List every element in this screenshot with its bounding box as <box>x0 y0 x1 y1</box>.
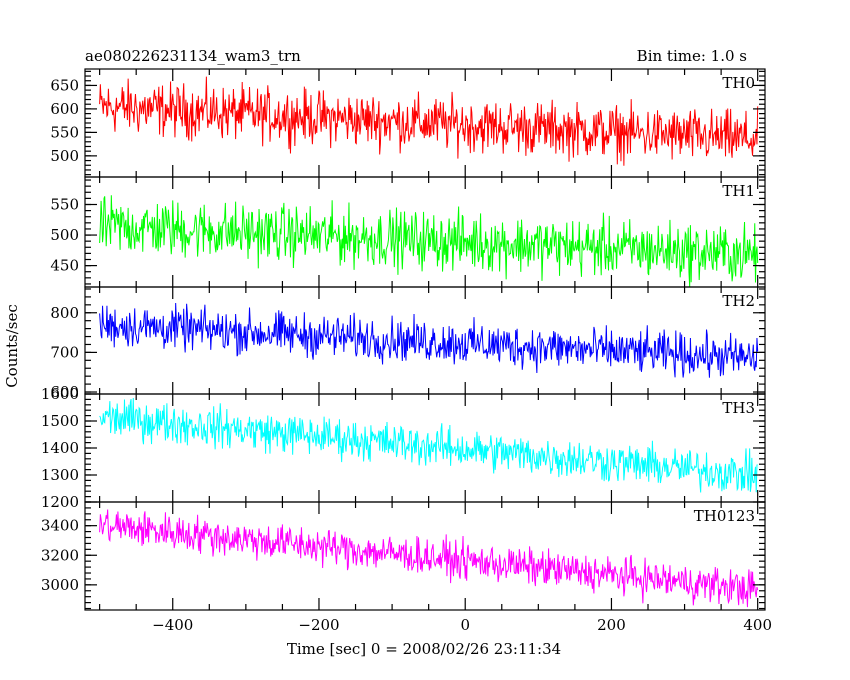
y-tick-label: 600 <box>50 100 79 118</box>
y-tick-label: 3000 <box>41 576 79 594</box>
y-axis-label: Counts/sec <box>3 304 21 388</box>
y-tick-label: 1200 <box>41 493 79 511</box>
y-tick-label: 1300 <box>41 466 79 484</box>
panel-frame <box>84 393 766 503</box>
panel-label-th0: TH0 <box>722 74 755 92</box>
y-tick-label: 550 <box>50 123 79 141</box>
y-tick-label: 650 <box>50 76 79 94</box>
panel-label-th2: TH2 <box>722 292 755 310</box>
chart-title: ae080226231134_wam3_trn <box>85 47 301 65</box>
series-line-th2 <box>99 302 759 378</box>
y-tick-label: 1500 <box>41 412 79 430</box>
x-tick-label: −200 <box>298 616 339 634</box>
y-tick-label: 500 <box>50 147 79 165</box>
bin-time-label: Bin time: 1.0 s <box>637 47 747 65</box>
x-tick-label: −400 <box>152 616 193 634</box>
series-line-th0 <box>99 76 759 166</box>
panel-frame <box>84 501 766 611</box>
x-axis-label: Time [sec] 0 = 2008/02/26 23:11:34 <box>287 640 561 658</box>
y-tick-label: 500 <box>50 226 79 244</box>
y-tick-label: 450 <box>50 257 79 275</box>
series-line-th1 <box>99 195 759 287</box>
panels-group: 500 550 600 650 TH0 450 500 550 TH1 600 700 800 TH2 1… <box>41 68 772 634</box>
y-tick-label: 800 <box>50 304 79 322</box>
panel-label-th0123: TH0123 <box>694 507 755 525</box>
y-tick-label: 600 <box>50 383 79 401</box>
y-tick-label: 1400 <box>41 439 79 457</box>
panel-label-th1: TH1 <box>722 182 755 200</box>
y-tick-label: 1600 <box>41 385 79 403</box>
y-tick-label: 3200 <box>41 546 79 564</box>
y-tick-label: 3400 <box>41 517 79 535</box>
series-line-th3 <box>99 397 758 493</box>
series-line-th0123 <box>99 509 759 608</box>
y-tick-label: 700 <box>50 343 79 361</box>
y-tick-label: 550 <box>50 196 79 214</box>
panel-frame <box>84 176 766 288</box>
x-tick-label: 0 <box>460 616 470 634</box>
x-tick-label: 400 <box>743 616 772 634</box>
panel-label-th3: TH3 <box>722 399 755 417</box>
x-tick-label: 200 <box>597 616 626 634</box>
